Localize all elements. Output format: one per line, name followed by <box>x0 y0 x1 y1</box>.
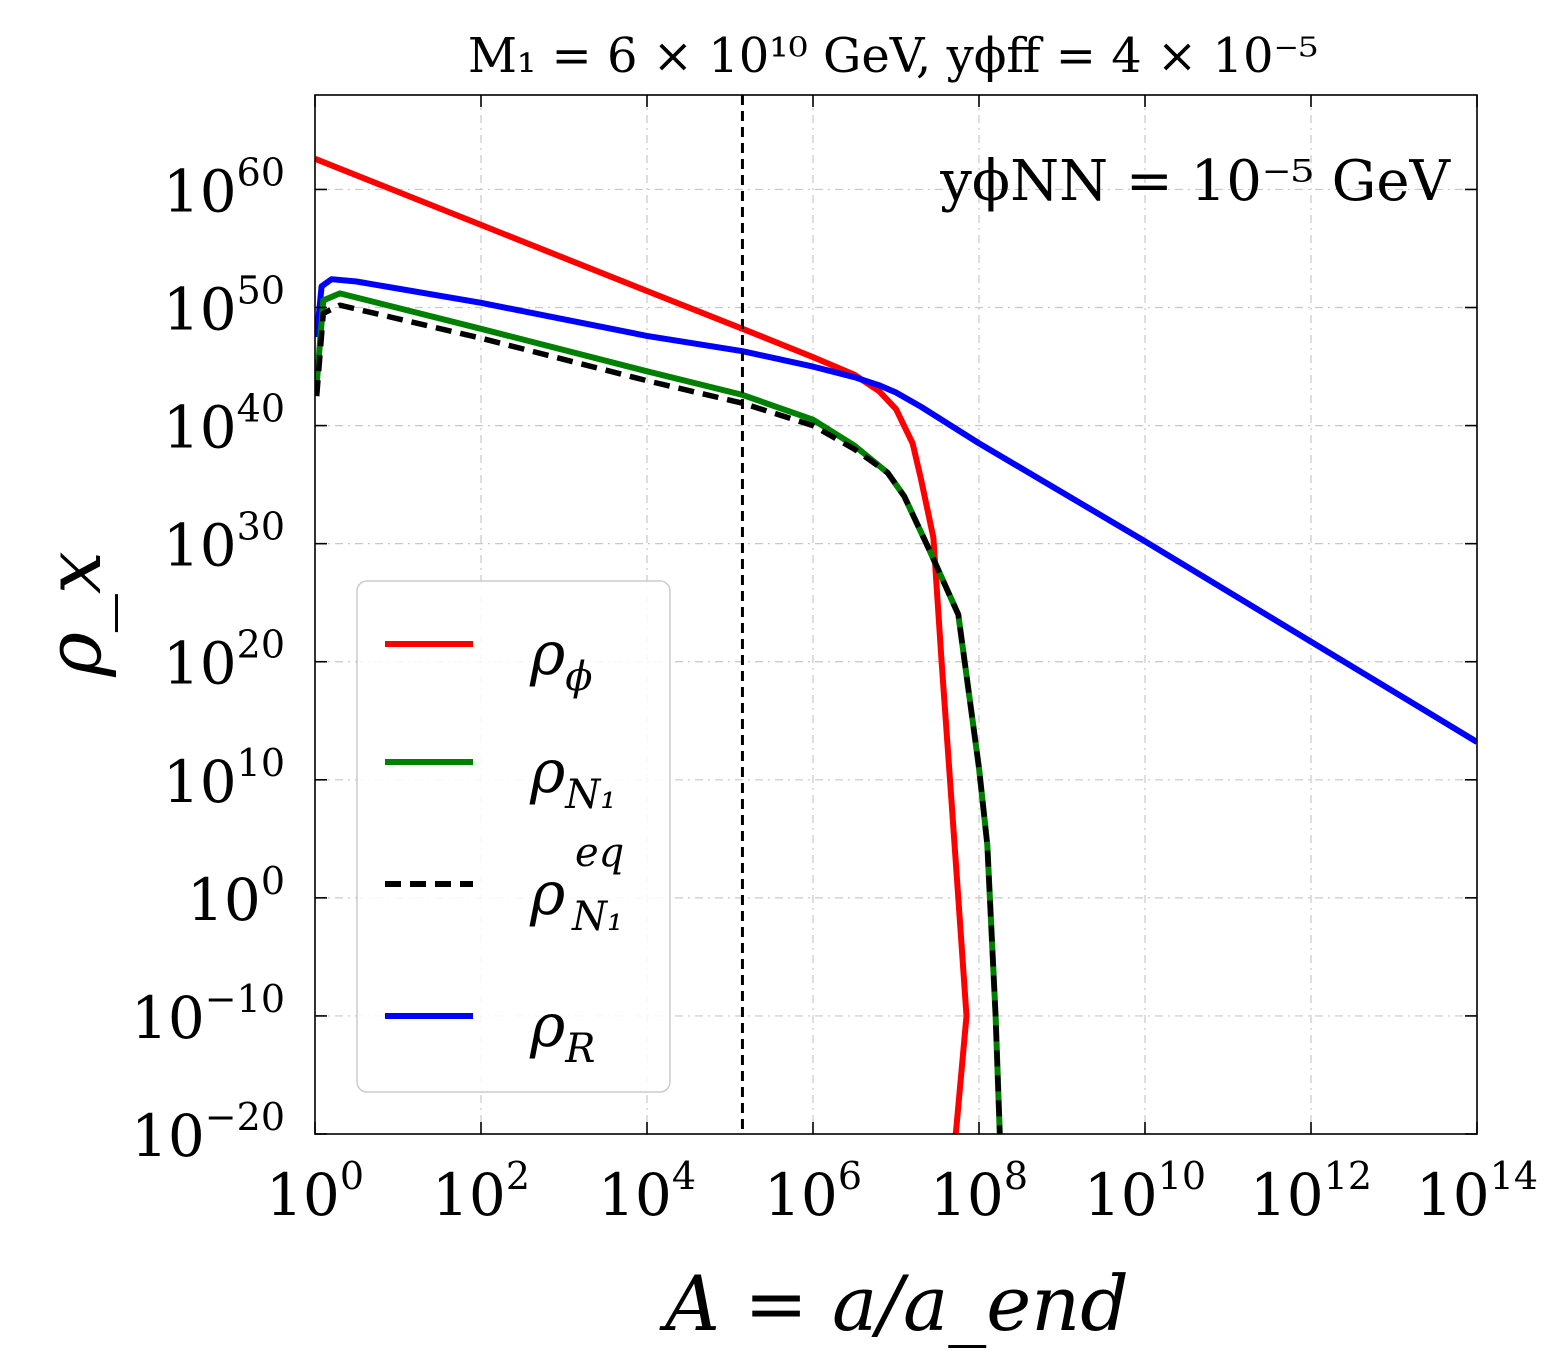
legend-label: ρϕ <box>529 619 593 700</box>
x-tick-label: 104 <box>598 1154 696 1229</box>
x-tick-label: 100 <box>266 1154 364 1229</box>
legend-label: ρR <box>529 991 595 1072</box>
y-tick-label: 1060 <box>163 150 285 225</box>
x-tick-label: 108 <box>930 1154 1028 1229</box>
y-tick-label: 100 <box>187 859 285 934</box>
y-tick-label: 1010 <box>163 741 285 816</box>
axis-ticks <box>314 95 1478 1135</box>
legend-label: ρeq N₁ <box>529 830 624 940</box>
plot-frame <box>314 94 1478 1135</box>
y-tick-label: 10−10 <box>131 977 285 1052</box>
y-tick-label: 1050 <box>163 269 285 344</box>
series-layer <box>315 156 1477 1134</box>
x-tick-label: 1010 <box>1084 1154 1206 1229</box>
legend-label: ρN₁ <box>529 737 616 818</box>
legend-box <box>356 580 671 1093</box>
coupling-annotation: yϕNN = 10⁻⁵ GeV <box>939 149 1451 214</box>
y-tick-label: 1040 <box>163 387 285 462</box>
series-line-2 <box>315 302 1003 1134</box>
legend: ρϕ ρN₁ ρeq N₁ ρR <box>356 580 671 1093</box>
y-tick-label: 10−20 <box>131 1095 285 1170</box>
series-line-3 <box>315 276 1477 745</box>
y-tick-labels: 10−20 10−10 100 1010 1020 1030 1040 1050 1060 <box>131 150 285 1170</box>
x-axis-label: A = a/a_end <box>659 1259 1129 1348</box>
y-axis-label: ρ_x <box>29 551 118 678</box>
x-tick-label: 1014 <box>1416 1154 1538 1229</box>
x-tick-label: 102 <box>432 1154 530 1229</box>
y-tick-label: 1030 <box>163 505 285 580</box>
x-tick-label: 106 <box>764 1154 862 1229</box>
chart-title: M₁ = 6 × 10¹⁰ GeV, yϕff = 4 × 10⁻⁵ <box>468 28 1318 84</box>
y-tick-label: 1020 <box>163 623 285 698</box>
series-line-0 <box>315 156 970 1134</box>
x-tick-labels: 100 102 104 106 108 1010 1012 1014 <box>266 1154 1538 1229</box>
x-tick-label: 1012 <box>1250 1154 1372 1229</box>
